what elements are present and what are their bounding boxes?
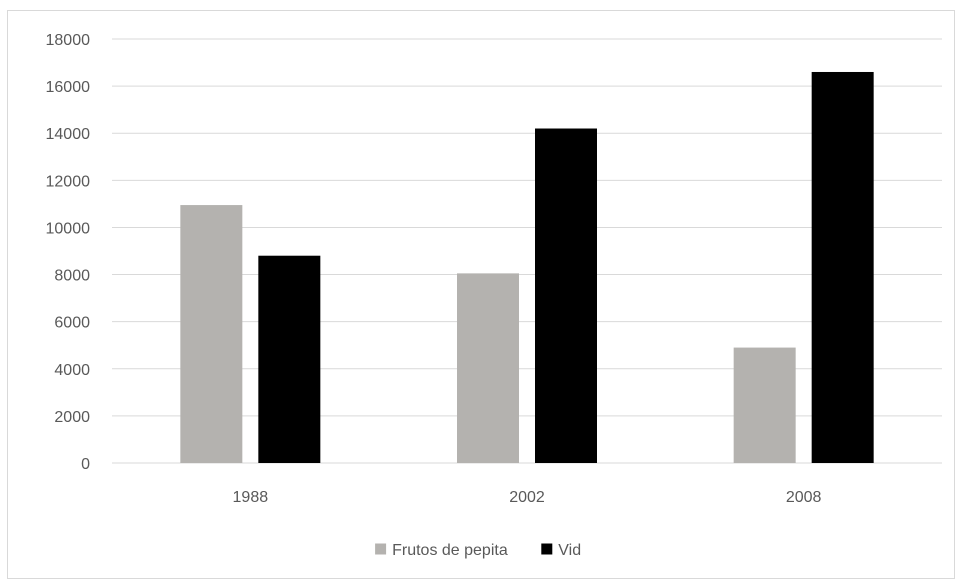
bar-vid-1988 <box>258 255 321 463</box>
y-tick-label: 6000 <box>54 315 90 332</box>
y-axis-ticks: 0 2000 4000 6000 8000 10000 12000 14000 16000 180… <box>46 32 91 473</box>
bars <box>180 71 874 464</box>
bar-frutos-de-pepita-1988 <box>180 205 243 464</box>
y-tick-label: 10000 <box>46 220 91 237</box>
y-tick-label: 4000 <box>54 362 90 379</box>
y-tick-label: 12000 <box>46 173 91 190</box>
bar-frutos-de-pepita-2008 <box>733 347 796 463</box>
legend-label: Vid <box>558 542 581 559</box>
x-tick-label: 2002 <box>509 489 545 506</box>
y-tick-label: 0 <box>81 456 90 473</box>
y-tick-label: 18000 <box>46 32 91 49</box>
x-axis-ticks: 1988 2002 2008 <box>233 489 822 506</box>
y-tick-label: 16000 <box>46 79 91 96</box>
legend-swatch <box>541 543 553 555</box>
x-tick-label: 1988 <box>233 489 269 506</box>
bar-vid-2002 <box>535 128 597 463</box>
legend-label: Frutos de pepita <box>392 542 508 559</box>
gridlines <box>112 38 942 464</box>
bar-frutos-de-pepita-2002 <box>457 273 519 463</box>
y-tick-label: 14000 <box>46 126 91 143</box>
legend: Frutos de pepita Vid <box>375 542 581 559</box>
x-tick-label: 2008 <box>786 489 822 506</box>
y-tick-label: 8000 <box>54 268 90 285</box>
bar-vid-2008 <box>811 71 874 463</box>
legend-swatch <box>375 543 387 555</box>
y-tick-label: 2000 <box>54 409 90 426</box>
